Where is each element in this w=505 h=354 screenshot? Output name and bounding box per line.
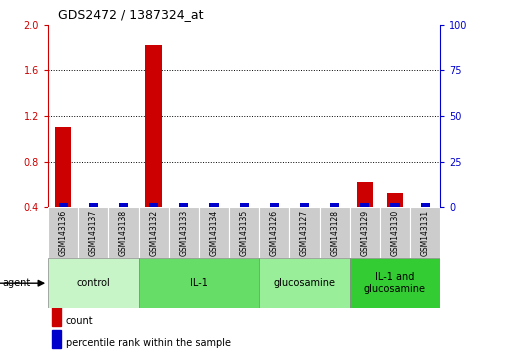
Bar: [360, 203, 369, 207]
Text: agent: agent: [3, 278, 31, 288]
Bar: [349, 207, 379, 258]
Bar: [149, 203, 158, 207]
Bar: [55, 127, 71, 207]
Bar: [229, 207, 259, 258]
Text: GSM143130: GSM143130: [390, 210, 398, 256]
Bar: [379, 207, 409, 258]
Text: GSM143138: GSM143138: [119, 210, 128, 256]
Text: GSM143127: GSM143127: [299, 210, 309, 256]
Bar: [349, 258, 439, 308]
Bar: [145, 45, 162, 207]
Text: percentile rank within the sample: percentile rank within the sample: [66, 338, 230, 348]
Bar: [138, 207, 168, 258]
Bar: [259, 207, 289, 258]
Text: GSM143137: GSM143137: [89, 210, 97, 256]
Text: IL-1: IL-1: [189, 278, 208, 288]
Bar: [269, 203, 278, 207]
Bar: [119, 203, 128, 207]
Text: GDS2472 / 1387324_at: GDS2472 / 1387324_at: [58, 8, 204, 21]
Bar: [329, 203, 338, 207]
Text: GSM143134: GSM143134: [209, 210, 218, 256]
Bar: [239, 203, 248, 207]
Bar: [88, 203, 97, 207]
Bar: [356, 182, 372, 207]
Bar: [198, 207, 229, 258]
Bar: [48, 258, 138, 308]
Text: GSM143131: GSM143131: [420, 210, 429, 256]
Bar: [299, 203, 309, 207]
Text: GSM143135: GSM143135: [239, 210, 248, 256]
Bar: [319, 207, 349, 258]
Bar: [52, 330, 61, 348]
Bar: [259, 258, 349, 308]
Text: GSM143132: GSM143132: [149, 210, 158, 256]
Bar: [179, 203, 188, 207]
Bar: [78, 207, 108, 258]
Bar: [386, 193, 402, 207]
Text: glucosamine: glucosamine: [273, 278, 335, 288]
Bar: [209, 203, 218, 207]
Text: GSM143129: GSM143129: [360, 210, 369, 256]
Bar: [52, 307, 61, 326]
Bar: [168, 207, 198, 258]
Text: IL-1 and
glucosamine: IL-1 and glucosamine: [363, 272, 425, 294]
Text: control: control: [76, 278, 110, 288]
Bar: [138, 258, 259, 308]
Bar: [420, 203, 429, 207]
Text: GSM143136: GSM143136: [59, 210, 68, 256]
Bar: [409, 207, 439, 258]
Text: GSM143126: GSM143126: [269, 210, 278, 256]
Bar: [48, 207, 78, 258]
Text: GSM143133: GSM143133: [179, 210, 188, 256]
Text: GSM143128: GSM143128: [329, 210, 338, 256]
Text: count: count: [66, 316, 93, 326]
Bar: [59, 203, 68, 207]
Bar: [108, 207, 138, 258]
Bar: [390, 203, 399, 207]
Bar: [289, 207, 319, 258]
